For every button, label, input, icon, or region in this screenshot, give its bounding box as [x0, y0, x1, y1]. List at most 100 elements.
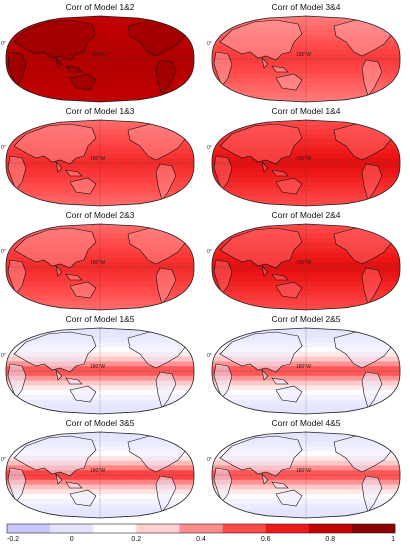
lat-label: 0°: [1, 145, 6, 151]
colorbar-segment: [7, 524, 51, 533]
continent-outline: [271, 65, 289, 73]
continent-outline: [361, 267, 383, 305]
correlation-band: [6, 300, 194, 306]
continent-outline: [55, 473, 63, 485]
correlation-band: [6, 82, 194, 89]
continent-outline: [361, 371, 383, 409]
continent-outline: [213, 363, 233, 399]
correlation-band: [6, 30, 194, 36]
continent-outline: [219, 227, 303, 269]
correlation-band: [6, 399, 194, 406]
correlation-band: [6, 243, 194, 249]
correlation-band: [6, 489, 194, 495]
correlation-band: [6, 366, 194, 372]
correlation-band: [212, 120, 400, 126]
map-panel: Corr of Model 2&4 180°W 0°: [206, 208, 406, 312]
correlation-band: [212, 347, 400, 353]
map-panel: Corr of Model 1&2 180°W 0°: [0, 0, 200, 104]
correlation-band: [6, 390, 194, 396]
continent-outline: [381, 123, 393, 133]
correlation-band: [212, 78, 400, 84]
correlation-map: 180°W 0°: [1, 327, 195, 415]
correlation-band: [212, 153, 400, 159]
continent-outline: [13, 19, 97, 61]
correlation-band: [212, 87, 400, 94]
correlation-band: [6, 139, 194, 145]
correlation-band: [212, 148, 400, 155]
continent-outline: [155, 267, 177, 305]
colorbar-segment: [179, 524, 223, 533]
correlation-band: [212, 342, 400, 348]
map-outline: [5, 223, 195, 311]
correlation-band: [6, 73, 194, 79]
correlation-map: 180°W 0°: [207, 119, 401, 207]
map-outline: [211, 327, 401, 415]
correlation-band: [212, 281, 400, 287]
continent-outline: [13, 435, 97, 477]
lat-label: 0°: [207, 457, 212, 463]
continent-outline: [219, 123, 303, 165]
continent-outline: [271, 273, 289, 281]
map-panel: Corr of Model 2&5 180°W 0°: [206, 312, 406, 416]
map-outline: [211, 431, 401, 519]
colorbar-border: [6, 523, 396, 534]
correlation-band: [6, 371, 194, 377]
correlation-band: [212, 35, 400, 41]
map-panel: Corr of Model 3&4 180°W 0°: [206, 0, 406, 104]
panel-title: Corr of Model 3&5: [65, 418, 135, 428]
correlation-band: [212, 451, 400, 457]
colorbar-segment: [265, 524, 310, 533]
continent-outline: [65, 65, 83, 73]
lat-label: 0°: [1, 457, 6, 463]
continent-outline: [69, 489, 97, 507]
correlation-band: [212, 163, 400, 169]
correlation-map: 180°W 0°: [207, 15, 401, 103]
colorbar-tick-label: 0.2: [131, 536, 141, 542]
continent-outline: [381, 227, 393, 237]
colorbar-tick-label: 1: [391, 536, 395, 542]
continent-outline: [7, 51, 27, 87]
continent-outline: [7, 155, 27, 191]
continent-outline: [55, 161, 63, 173]
colorbar-tick-label: 0: [70, 536, 74, 542]
correlation-band: [212, 446, 400, 452]
panel-title: Corr of Model 4&5: [271, 418, 341, 428]
correlation-band: [212, 394, 400, 401]
correlation-band: [212, 139, 400, 145]
continent-outline: [69, 281, 97, 299]
continent-outline: [271, 481, 289, 489]
correlation-band: [6, 54, 194, 60]
correlation-band: [6, 276, 194, 282]
correlation-band: [212, 489, 400, 495]
continent-outline: [219, 19, 303, 61]
map-panel: Corr of Model 2&3 180°W 0°: [0, 208, 200, 312]
correlation-band: [212, 361, 400, 367]
correlation-band: [212, 290, 400, 297]
correlation-band: [6, 460, 194, 467]
colorbar-segment: [50, 524, 94, 533]
continent-outline: [13, 123, 97, 165]
continent-outline: [155, 475, 177, 513]
correlation-band: [212, 143, 400, 150]
correlation-band: [212, 432, 400, 438]
correlation-band: [6, 508, 194, 514]
correlation-band: [212, 271, 400, 278]
map-outline: [211, 119, 401, 207]
correlation-band: [6, 513, 194, 518]
correlation-band: [6, 148, 194, 155]
correlation-band: [6, 191, 194, 198]
correlation-band: [6, 224, 194, 230]
map-panel: Corr of Model 4&5 180°W 0°: [206, 416, 406, 520]
correlation-band: [6, 436, 194, 443]
correlation-band: [6, 172, 194, 178]
correlation-band: [6, 385, 194, 391]
correlation-band: [6, 465, 194, 471]
correlation-band: [6, 201, 194, 206]
correlation-band: [212, 276, 400, 282]
correlation-band: [212, 247, 400, 254]
continent-outline: [261, 473, 269, 485]
correlation-band: [6, 356, 194, 363]
correlation-band: [6, 295, 194, 302]
continent-outline: [219, 331, 303, 373]
lon-label: 180°W: [90, 52, 105, 58]
